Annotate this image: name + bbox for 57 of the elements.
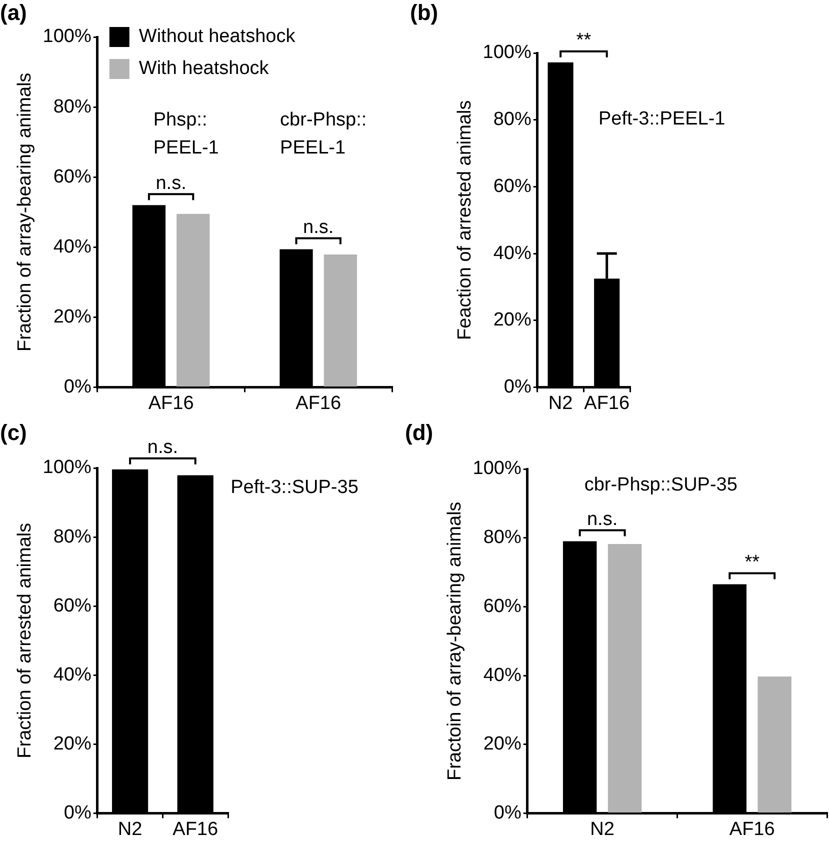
y-tick-label: 0% [64,376,92,398]
y-tick-label: 0% [494,802,522,824]
annotation: n.s. [586,509,618,530]
y-tick-label: 80% [53,96,92,118]
y-tick-label: 80% [493,109,532,130]
x-tick-label: AF16 [584,392,630,414]
annotation: ** [744,552,760,574]
legend-label: Without heatshock [138,26,296,48]
bar [176,214,210,386]
annotation: Phsp:: PEEL-1 [153,109,219,158]
y-tick-label: 0% [504,376,532,398]
y-tick-label: 40% [53,236,92,258]
y-tick-label: 40% [53,664,92,686]
y-tick-label: 20% [483,734,522,755]
text: n.s. [147,437,178,458]
y-tick-label: 20% [493,310,532,331]
legend-label: With heatshock [138,58,270,80]
y-tick-label: 100% [482,42,532,64]
y-tick-label: 60% [483,596,522,617]
annotation: Peft-3::PEEL-1 [598,108,726,130]
x-tick-label: AF16 [729,818,775,840]
y-axis-title: Fractoin of array-bearing animals [444,502,466,780]
y-tick-label: 0% [64,802,92,824]
y-axis-title: Fraction of array-bearing animals [14,72,36,352]
y-tick-label: 20% [53,306,92,328]
y-tick-label: 100% [472,458,522,480]
x-tick-label: N2 [548,392,573,414]
y-tick-label: 80% [483,527,522,548]
chart-title: (d) [405,420,434,446]
text: Peft-3::SUP-35 [230,477,358,498]
y-tick-label: 20% [53,733,92,754]
x-tick-label: N2 [118,818,142,840]
y-tick-label: 60% [53,166,92,188]
x-tick-label: AF16 [296,392,342,414]
text: ** [576,30,592,52]
annotation: cbr-Phsp::SUP-35 [584,474,738,496]
x-tick-label: N2 [590,818,614,840]
chart-title: (b) [410,0,438,26]
annotation: n.s. [303,216,334,238]
y-tick-label: 40% [483,664,522,686]
bar [608,544,642,812]
chart-title: (c) [0,420,27,446]
x-tick-label: AF16 [148,392,194,414]
bar [324,254,358,386]
x-tick-label: AF16 [172,818,218,840]
y-tick-label: 40% [493,242,532,264]
bar [758,676,792,812]
annotation: n.s. [156,172,186,194]
y-tick-label: 80% [53,526,92,548]
y-tick-label: 60% [493,176,532,197]
y-tick-label: 100% [42,26,92,48]
annotation: cbr-Phsp:: PEEL-1 [280,109,367,158]
y-tick-label: 60% [53,595,92,616]
y-tick-label: 100% [42,457,92,478]
chart-title: (a) [0,0,27,26]
y-axis-title: Fraction of arrested animals [14,522,36,758]
y-axis-title: Feaction of arrested animals [454,100,476,340]
